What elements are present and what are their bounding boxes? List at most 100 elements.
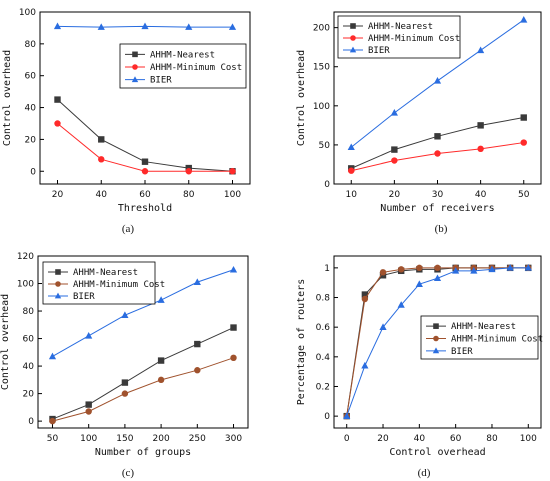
data-point-circle [350,35,356,41]
data-point-triangle [185,23,193,30]
y-tick-label: 40 [23,362,35,372]
data-point-square [433,323,439,329]
data-point-triangle [97,23,105,30]
x-tick-label: 20 [389,190,401,200]
y-tick-label: 100 [19,8,36,18]
y-axis-label: Control overhead [0,294,11,390]
x-axis-label: Threshold [118,203,172,214]
x-tick-label: 60 [450,434,462,444]
data-point-triangle [524,264,532,271]
legend-entry: AHHM-Minimum Cost [451,335,543,345]
data-point-triangle [157,296,165,303]
y-tick-label: 1 [324,264,330,274]
data-point-circle [132,64,138,70]
panel-caption: (c) [122,467,135,479]
data-point-triangle [433,77,442,84]
x-tick-label: 150 [116,434,133,444]
y-tick-label: 200 [313,24,330,34]
legend-entry: AHHM-Nearest [368,22,433,32]
series-bier [347,16,528,151]
x-tick-label: 80 [183,190,195,200]
data-point-circle [434,150,441,157]
data-point-circle [194,367,201,374]
series-line [351,117,524,169]
x-tick-label: 20 [377,434,389,444]
series-ahhm-nearest [49,324,237,423]
data-point-triangle [452,267,460,274]
y-tick-label: 0 [324,412,330,422]
series-ahhm-minimum-cost [54,120,236,175]
legend: AHHM-Nearest AHHM-Minimum Cost BIER [420,315,543,360]
legend-entry: AHHM-Minimum Cost [73,280,165,290]
data-point-circle [54,120,61,127]
data-point-square [520,114,527,121]
data-point-circle [434,264,441,272]
y-tick-label: 60 [23,335,35,345]
legend: AHHM-Nearest AHHM-Minimum Cost BIER [42,261,165,305]
x-tick-label: 100 [224,190,241,200]
data-point-square [55,269,61,275]
series-bier [343,264,532,419]
series-ahhm-minimum-cost [348,139,527,174]
legend-box [420,315,539,360]
legend-entry: BIER [73,292,95,302]
x-axis-label: Number of groups [95,447,191,458]
x-tick-label: 60 [139,190,151,200]
data-point-square [85,401,92,408]
y-tick-label: 80 [23,307,35,317]
x-tick-label: 10 [346,190,358,200]
plot-frame [333,255,542,429]
data-point-square [121,379,129,386]
x-tick-label: 20 [52,190,64,200]
x-tick-label: 100 [520,434,537,444]
data-point-circle [121,390,129,397]
x-tick-label: 50 [518,190,530,200]
data-point-circle [98,156,105,163]
data-point-circle [520,139,527,146]
data-point-triangle [141,22,149,30]
chart-panel-2: 10 20 30 40 50 0 50 100 150 200 Number of receiver… [296,11,542,235]
y-tick-label: 100 [313,102,330,112]
data-point-circle [55,281,61,287]
legend-entry: AHHM-Minimum Cost [150,63,242,73]
data-point-triangle [520,16,528,23]
chart-panel-4: 0 20 40 60 80 100 0 0.2 0.4 0.6 0.8 1 Control overhe… [296,255,543,479]
y-tick-label: 40 [25,104,37,114]
x-tick-label: 300 [225,434,242,444]
data-point-triangle [432,347,440,354]
data-point-triangle [54,292,62,299]
data-point-triangle [349,46,357,53]
data-point-triangle [121,311,129,318]
y-tick-label: 0 [30,167,36,177]
data-point-triangle [390,109,398,116]
data-point-triangle [470,267,478,274]
legend-entry: AHHM-Nearest [73,268,138,278]
series-bier [48,265,238,360]
data-point-triangle [85,332,93,339]
legend-entry: BIER [368,46,390,56]
data-point-square [157,357,165,364]
data-point-square [391,146,398,153]
series-ahhm-nearest [54,96,236,175]
data-point-triangle [477,46,485,54]
x-tick-label: 250 [189,434,206,444]
data-point-circle [477,145,484,153]
y-tick-label: 50 [319,141,331,151]
x-tick-label: 40 [96,190,108,200]
legend-entry: AHHM-Minimum Cost [368,34,460,44]
y-tick-label: 20 [25,135,37,145]
data-point-circle [348,167,355,174]
data-point-circle [229,168,236,175]
y-axis-label: Control overhead [2,50,13,146]
data-point-square [141,158,149,165]
legend-entry: AHHM-Nearest [150,50,215,60]
data-point-square [434,133,441,140]
y-tick-label: 20 [23,390,35,400]
data-point-triangle [433,274,442,282]
x-tick-label: 0 [344,434,350,444]
data-point-triangle [488,265,496,273]
y-tick-label: 100 [17,280,34,290]
series-ahhm-nearest [348,114,527,172]
data-point-square [98,136,105,143]
